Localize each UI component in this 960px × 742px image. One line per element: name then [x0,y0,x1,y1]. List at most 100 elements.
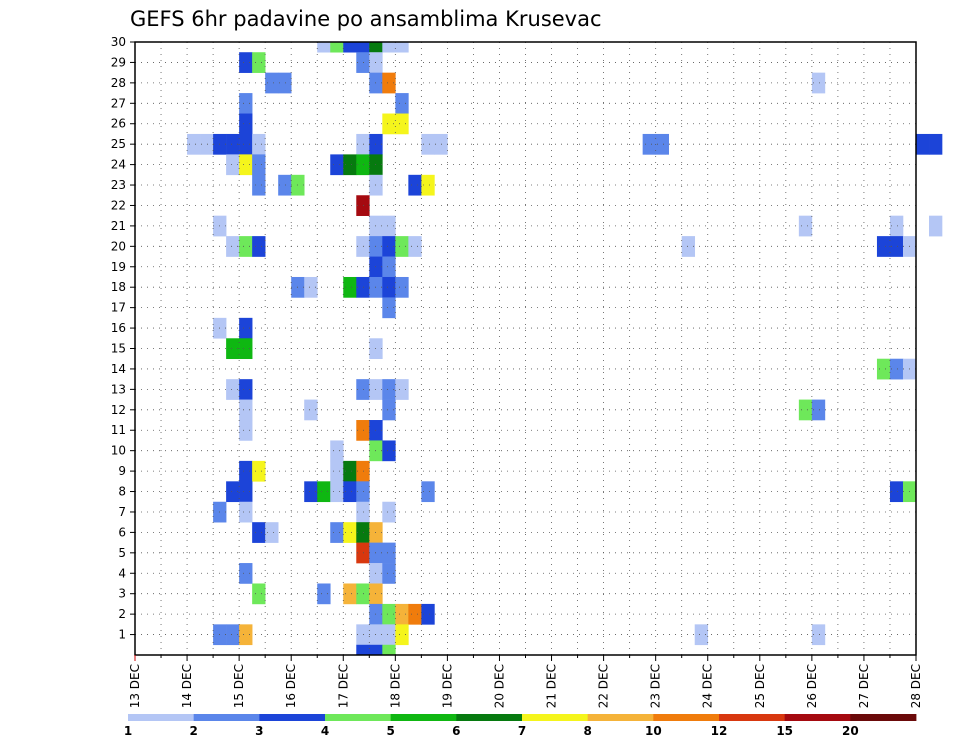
y-tick-label: 12 [111,403,126,417]
x-tick-label: 14 DEC [180,664,194,708]
heatmap-cell [356,379,370,400]
heatmap-cell [239,154,253,176]
heatmap-cell [317,42,331,53]
heatmap-cell [252,522,266,543]
heatmap-cell [408,174,422,196]
x-tick-label: 19 DEC [440,664,454,708]
y-tick-label: 4 [118,566,126,580]
heatmap-cell [252,236,266,257]
y-tick-label: 16 [111,321,126,335]
heatmap-cell [343,276,357,298]
heatmap-cell [239,399,253,421]
y-tick-label: 29 [111,55,126,69]
y-tick-label: 17 [111,301,126,315]
y-tick-label: 8 [118,485,126,499]
heatmap-cell [239,317,253,339]
heatmap-cell [239,93,253,114]
y-tick-label: 27 [111,96,126,110]
heatmap-cell [226,154,240,176]
heatmap-cell [330,481,344,503]
heatmap-cell [421,174,435,196]
heatmap-cell [304,399,318,421]
heatmap-cell [876,236,891,257]
heatmap-cell [330,460,344,482]
y-tick-label: 18 [111,280,126,294]
heatmap-cell [226,236,240,257]
heatmap-cell [252,154,266,176]
heatmap-cell [395,236,409,257]
x-tick-label: 17 DEC [336,664,350,708]
y-tick-label: 19 [111,260,126,274]
y-tick-label: 23 [111,178,126,192]
heatmap-cell [369,644,383,656]
heatmap-cell [655,133,669,155]
heatmap-cell [343,460,357,482]
legend-label: 8 [583,724,591,738]
chart-title: GEFS 6hr padavine po ansamblima Krusevac [130,7,602,31]
y-axis: 1234567891011121314151617181920212223242… [111,35,135,642]
heatmap-cell [356,583,370,605]
heatmap-cell [798,215,813,237]
y-tick-label: 6 [118,525,126,539]
x-tick-label: 13 DEC [128,664,142,708]
heatmap-cell [226,624,240,646]
heatmap-cell [889,215,904,237]
heatmap-cell [395,276,409,298]
heatmap-cell [226,338,240,360]
heatmap-cell [330,440,344,462]
heatmap-cell [382,603,396,625]
legend-swatch [850,714,917,721]
heatmap-cell [239,460,253,482]
heatmap-cell [343,522,357,543]
heatmap-cell [382,440,396,462]
heatmap-cell [343,481,357,503]
x-tick-label: 16 DEC [284,664,298,708]
color-legend: 1 2 3 4 5 6 7 8 10 12 15 20 [124,714,917,738]
heatmap-cell [239,379,253,400]
heatmap-cell [317,583,331,605]
heatmap-cell [382,113,396,135]
heatmap-cell [252,460,266,482]
heatmap-cell [330,42,344,53]
x-tick-label: 21 DEC [545,664,559,708]
heatmap-cell [889,481,904,503]
heatmap-cell [395,93,409,114]
legend-swatch [193,714,260,721]
legend-label: 1 [124,724,132,738]
x-tick-label: 22 DEC [597,664,611,708]
heatmap-cell [395,113,409,135]
heatmap-cell [343,42,357,53]
heatmap-cell [356,481,370,503]
heatmap-cell [421,603,435,625]
x-tick-label: 26 DEC [805,664,819,708]
y-tick-label: 1 [118,628,126,642]
legend-swatch [456,714,523,721]
heatmap-cell [239,563,253,584]
heatmap-cell [798,399,813,421]
heatmap-cell [395,379,409,400]
heatmap-cell [929,133,943,155]
heatmap-cell [811,72,826,94]
grid-lines [135,41,916,655]
heatmap-cell [252,133,266,155]
legend-swatch [784,714,851,721]
heatmap-cell [356,420,370,441]
heatmap-cell [356,154,370,176]
y-tick-label: 28 [111,76,126,90]
heatmap-cell [382,644,396,656]
heatmap-cell [343,583,357,605]
heatmap-cell [343,154,357,176]
y-tick-label: 7 [118,505,126,519]
y-tick-label: 14 [111,362,126,376]
heatmap-cell [278,72,292,94]
heatmap-cell [382,379,396,400]
x-tick-label: 15 DEC [232,664,246,708]
heatmap-cell [382,215,396,237]
heatmap-cell [304,481,318,503]
legend-label: 7 [518,724,526,738]
legend-swatch [522,714,589,721]
legend-swatch [259,714,326,721]
heatmap-cell [356,236,370,257]
heatmap-cell [889,358,904,380]
